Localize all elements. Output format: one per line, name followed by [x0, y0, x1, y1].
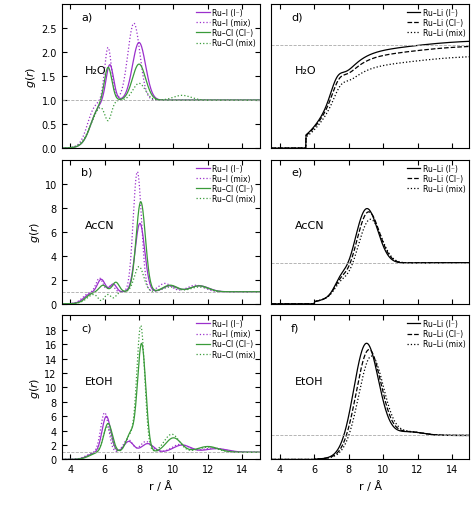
Text: d): d) — [291, 12, 303, 22]
Legend: Ru–I (I⁻), Ru–I (mix), Ru–Cl (Cl⁻), Ru–Cl (mix): Ru–I (I⁻), Ru–I (mix), Ru–Cl (Cl⁻), Ru–C… — [193, 317, 258, 361]
Text: AcCN: AcCN — [85, 221, 115, 231]
Text: H₂O: H₂O — [85, 66, 107, 75]
Text: AcCN: AcCN — [295, 221, 325, 231]
Text: e): e) — [291, 168, 302, 178]
Legend: Ru–Li (I⁻), Ru–Li (Cl⁻), Ru–Li (mix): Ru–Li (I⁻), Ru–Li (Cl⁻), Ru–Li (mix) — [404, 317, 468, 351]
Text: EtOH: EtOH — [295, 376, 324, 386]
X-axis label: r / Å: r / Å — [149, 480, 172, 491]
Text: a): a) — [82, 12, 92, 22]
X-axis label: r / Å: r / Å — [359, 480, 382, 491]
Text: f): f) — [291, 323, 300, 333]
Y-axis label: $g(r)$: $g(r)$ — [25, 66, 38, 88]
Y-axis label: $g(r)$: $g(r)$ — [27, 377, 42, 398]
Legend: Ru–I (I⁻), Ru–I (mix), Ru–Cl (Cl⁻), Ru–Cl (mix): Ru–I (I⁻), Ru–I (mix), Ru–Cl (Cl⁻), Ru–C… — [193, 162, 258, 206]
Legend: Ru–Li (I⁻), Ru–Li (Cl⁻), Ru–Li (mix): Ru–Li (I⁻), Ru–Li (Cl⁻), Ru–Li (mix) — [404, 162, 468, 196]
Text: c): c) — [82, 323, 92, 333]
Legend: Ru–I (I⁻), Ru–I (mix), Ru–Cl (Cl⁻), Ru–Cl (mix): Ru–I (I⁻), Ru–I (mix), Ru–Cl (Cl⁻), Ru–C… — [193, 7, 258, 50]
Legend: Ru–Li (I⁻), Ru–Li (Cl⁻), Ru–Li (mix): Ru–Li (I⁻), Ru–Li (Cl⁻), Ru–Li (mix) — [404, 7, 468, 40]
Text: EtOH: EtOH — [85, 376, 114, 386]
Text: H₂O: H₂O — [295, 66, 317, 75]
Y-axis label: $g(r)$: $g(r)$ — [28, 222, 42, 243]
Text: b): b) — [82, 168, 93, 178]
